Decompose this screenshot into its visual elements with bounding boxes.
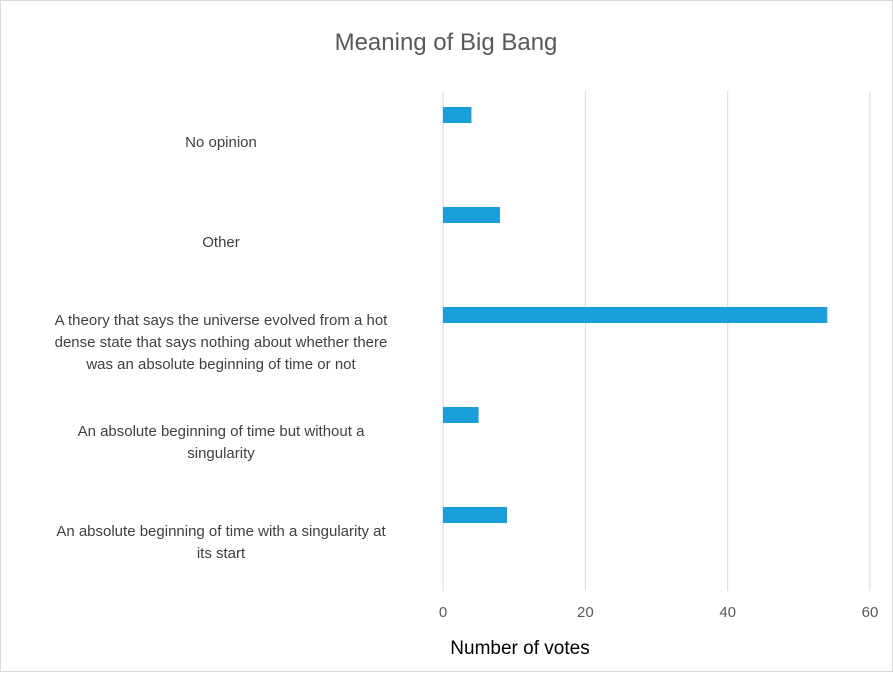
bar <box>443 207 500 223</box>
bars <box>443 107 828 523</box>
chart-title: Meaning of Big Bang <box>335 29 558 56</box>
x-tick-labels: 0 20 40 60 <box>439 604 879 621</box>
category-label: its start <box>197 545 246 562</box>
category-label: dense state that says nothing about whet… <box>55 334 388 351</box>
category-label: An absolute beginning of time with a sin… <box>56 523 386 540</box>
category-label: No opinion <box>185 134 257 151</box>
bar <box>443 107 472 123</box>
category-label: A theory that says the universe evolved … <box>55 312 389 329</box>
category-label: Other <box>202 234 240 251</box>
bar <box>443 507 508 523</box>
x-axis-title: Number of votes <box>450 638 589 659</box>
x-tick-label: 0 <box>439 604 447 621</box>
category-label: An absolute beginning of time but withou… <box>78 423 366 440</box>
bar <box>443 407 479 423</box>
x-tick-label: 60 <box>862 604 879 621</box>
bar <box>443 307 828 323</box>
x-tick-label: 40 <box>719 604 736 621</box>
category-label: singularity <box>187 445 255 462</box>
category-labels: No opinion Other A theory that says the un… <box>55 134 389 562</box>
x-tick-label: 20 <box>577 604 594 621</box>
category-label: was an absolute beginning of time or not <box>85 356 356 373</box>
